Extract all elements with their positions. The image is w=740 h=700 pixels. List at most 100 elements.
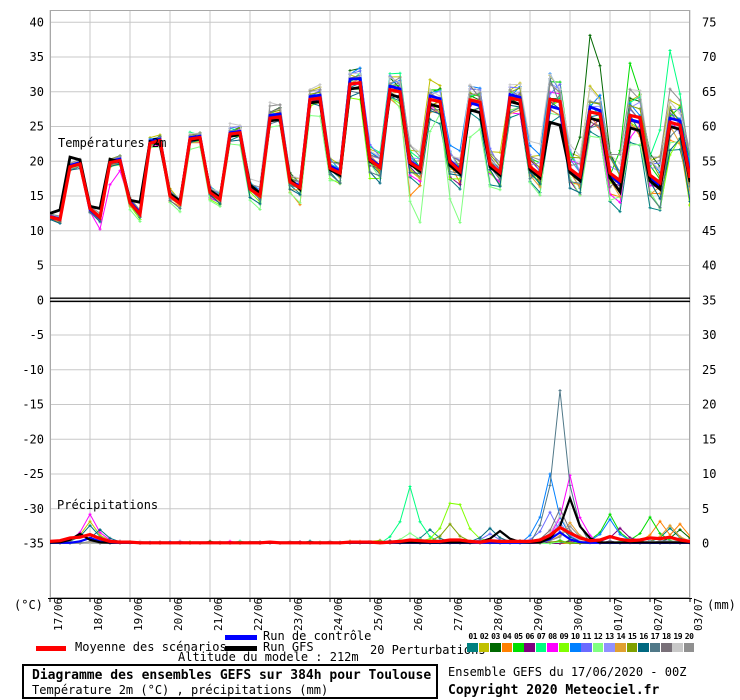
perturbation-swatch — [604, 643, 615, 652]
perturbation-legend-item: 04 — [501, 632, 513, 652]
chart-subtitle: Température 2m (°C) , précipitations (mm… — [32, 683, 329, 697]
perturbation-number: 12 — [593, 632, 603, 641]
perturbation-swatch — [524, 643, 535, 652]
perturbation-number: 19 — [673, 632, 683, 641]
svg-text:25: 25 — [702, 363, 716, 377]
svg-text:15: 15 — [30, 189, 44, 203]
mean-swatch — [36, 646, 66, 651]
svg-text:5: 5 — [702, 502, 709, 516]
svg-text:22/06: 22/06 — [252, 598, 265, 631]
perturbation-number: 14 — [616, 632, 626, 641]
perturbation-number: 18 — [662, 632, 671, 641]
perturbation-legend-item: 05 — [512, 632, 524, 652]
perturbations-legend: 01 02 03 04 05 06 07 08 09 10 11 12 13 14 15 16 17 18 19 20 — [467, 632, 695, 652]
altitude-note: Altitude du modele : 212m — [178, 650, 359, 664]
perturbation-swatch — [535, 643, 547, 652]
perturbation-legend-item: 10 — [569, 632, 581, 652]
svg-text:01/07: 01/07 — [612, 598, 625, 631]
control-run-label: Run de contrôle — [263, 629, 372, 643]
perturbations-label: 20 Perturbations — [370, 643, 486, 657]
perturbation-legend-item: 13 — [604, 632, 615, 652]
svg-text:25/06: 25/06 — [372, 598, 385, 631]
svg-text:29/06: 29/06 — [532, 598, 545, 631]
perturbation-swatch — [615, 643, 627, 652]
svg-text:-20: -20 — [22, 432, 44, 446]
svg-text:35: 35 — [702, 293, 716, 307]
perturbation-swatch — [672, 643, 684, 652]
svg-text:20: 20 — [30, 154, 44, 168]
perturbation-legend-item: 14 — [615, 632, 627, 652]
perturbation-number: 02 — [479, 632, 489, 641]
svg-text:25: 25 — [30, 120, 44, 134]
perturbation-legend-item: 09 — [558, 632, 570, 652]
svg-text:30: 30 — [702, 328, 716, 342]
svg-text:15: 15 — [702, 432, 716, 446]
perturbation-swatch — [661, 643, 672, 652]
svg-text:40: 40 — [702, 259, 716, 273]
svg-text:27/06: 27/06 — [452, 598, 465, 631]
svg-text:19/06: 19/06 — [132, 598, 145, 631]
run-info: Ensemble GEFS du 17/06/2020 - 00Z — [448, 665, 687, 679]
perturbation-legend-item: 12 — [592, 632, 604, 652]
perturbation-number: 04 — [502, 632, 512, 641]
control-run-swatch — [225, 635, 257, 640]
temperature-series-label: Températures 2m — [58, 136, 167, 150]
perturbation-number: 07 — [536, 632, 546, 641]
perturbation-number: 13 — [605, 632, 614, 641]
perturbation-swatch — [581, 643, 592, 652]
perturbation-swatch — [512, 643, 524, 652]
svg-text:45: 45 — [702, 224, 716, 238]
perturbation-legend-item: 07 — [535, 632, 547, 652]
svg-text:55: 55 — [702, 154, 716, 168]
svg-text:18/06: 18/06 — [92, 598, 105, 631]
right-axis-unit: (mm) — [707, 598, 736, 612]
gfs-run-label: Run GFS — [263, 640, 314, 654]
svg-text:0: 0 — [702, 537, 709, 551]
svg-text:75: 75 — [702, 15, 716, 29]
perturbation-swatch — [501, 643, 513, 652]
perturbation-legend-item: 20 — [683, 632, 695, 652]
svg-text:10: 10 — [30, 224, 44, 238]
chart-title-box: Diagramme des ensembles GEFS sur 384h po… — [22, 664, 438, 699]
svg-text:20/06: 20/06 — [172, 598, 185, 631]
svg-text:40: 40 — [30, 15, 44, 29]
svg-text:02/07: 02/07 — [652, 598, 665, 631]
perturbation-number: 08 — [548, 632, 557, 641]
perturbation-legend-item: 15 — [626, 632, 638, 652]
perturbation-legend-item: 19 — [672, 632, 684, 652]
precipitation-series-label: Précipitations — [57, 498, 159, 512]
svg-text:60: 60 — [702, 120, 716, 134]
perturbation-swatch — [638, 643, 649, 652]
perturbation-legend-item: 03 — [490, 632, 501, 652]
perturbation-number: 09 — [559, 632, 569, 641]
perturbation-number: 11 — [582, 632, 591, 641]
svg-text:65: 65 — [702, 85, 716, 99]
svg-text:24/06: 24/06 — [332, 598, 345, 631]
perturbation-swatch — [547, 643, 558, 652]
svg-text:70: 70 — [702, 50, 716, 64]
svg-text:-15: -15 — [22, 398, 44, 412]
svg-text:21/06: 21/06 — [212, 598, 225, 631]
perturbation-legend-item: 08 — [547, 632, 558, 652]
perturbation-number: 05 — [513, 632, 523, 641]
svg-text:0: 0 — [37, 293, 44, 307]
perturbation-number: 16 — [639, 632, 648, 641]
svg-text:50: 50 — [702, 189, 716, 203]
perturbation-number: 20 — [684, 632, 694, 641]
svg-text:-30: -30 — [22, 502, 44, 516]
svg-text:10: 10 — [702, 467, 716, 481]
perturbation-swatch — [467, 643, 478, 652]
gfs-run-swatch — [225, 646, 257, 651]
svg-text:28/06: 28/06 — [492, 598, 505, 631]
perturbation-swatch — [626, 643, 638, 652]
perturbation-number: 17 — [650, 632, 660, 641]
perturbation-number: 15 — [627, 632, 637, 641]
perturbation-legend-item: 01 — [467, 632, 478, 652]
svg-text:-5: -5 — [30, 328, 44, 342]
svg-text:26/06: 26/06 — [412, 598, 425, 631]
perturbation-legend-item: 16 — [638, 632, 649, 652]
perturbation-legend-item: 18 — [661, 632, 672, 652]
perturbation-number: 10 — [570, 632, 580, 641]
